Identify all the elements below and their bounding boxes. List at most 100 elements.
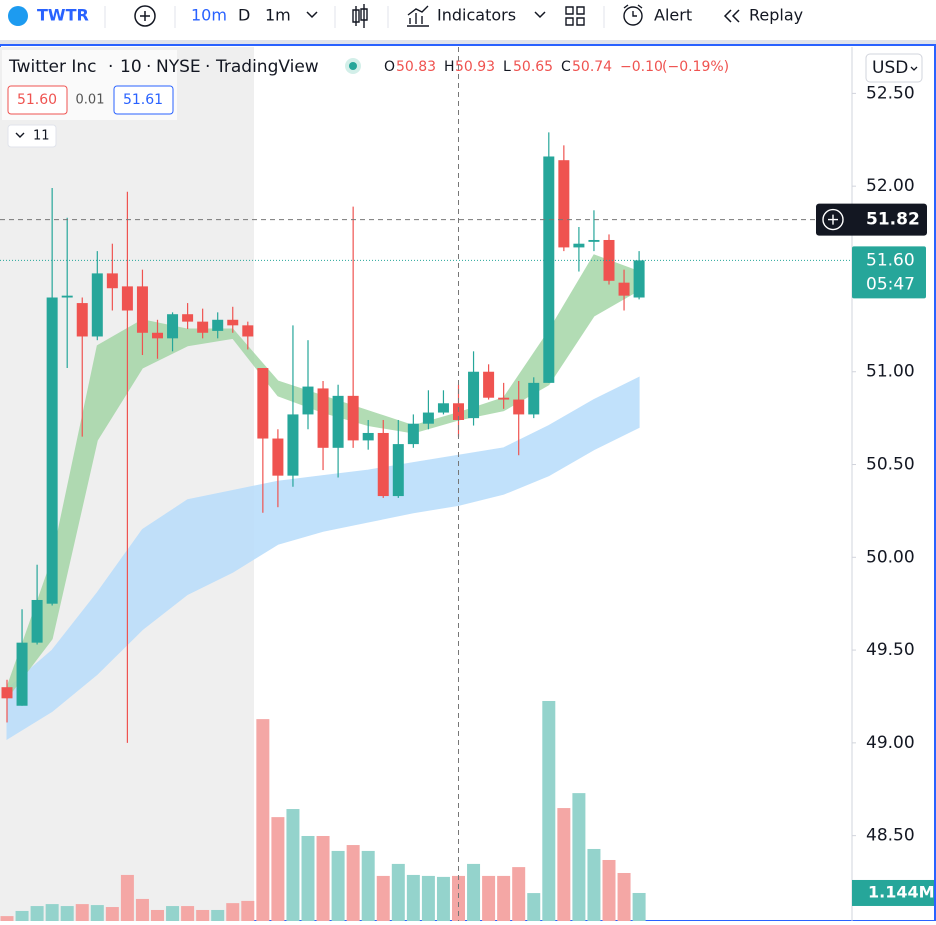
candle-body <box>558 160 570 248</box>
add-alert-button[interactable] <box>822 208 844 231</box>
separator: · <box>205 57 210 77</box>
chart-type-button[interactable] <box>352 4 368 28</box>
timeframe[interactable]: D <box>238 6 250 25</box>
candle-body <box>46 297 58 604</box>
sell-box[interactable] <box>7 85 68 115</box>
candle-body <box>317 388 329 448</box>
legend-interval: 10 <box>120 57 142 77</box>
bar-countdown: 05:47 <box>866 274 915 294</box>
volume-bar <box>151 909 164 921</box>
volume-bar <box>286 809 300 921</box>
toolbar-gap <box>0 40 936 45</box>
candle-body <box>618 282 630 296</box>
separator: · <box>108 57 113 77</box>
volume-bar <box>226 903 240 921</box>
volume-bar <box>602 859 616 921</box>
volume-label: 1.144M <box>868 882 935 901</box>
y-tick-label: 52.00 <box>866 176 915 196</box>
symbol-icon[interactable] <box>8 6 28 26</box>
indicators-button[interactable]: Indicators <box>437 6 516 25</box>
close-value: 50.74 <box>572 59 612 75</box>
volume-bar <box>346 845 360 921</box>
candle-body <box>483 371 495 398</box>
high-value: 50.93 <box>455 59 495 75</box>
compare-button[interactable] <box>134 5 156 27</box>
volume-bar <box>135 898 149 921</box>
candle-body <box>106 273 118 289</box>
candle-body <box>272 438 284 476</box>
last-price-box <box>852 246 926 299</box>
chevron <box>15 132 25 138</box>
y-tick-label: 49.00 <box>866 733 915 753</box>
last-price-label: 51.60 <box>866 250 915 270</box>
ohlc-key: L <box>503 59 511 75</box>
volume-bar <box>512 867 526 921</box>
volume-bar <box>30 906 44 921</box>
candle-body <box>257 368 269 439</box>
layout-button[interactable] <box>565 6 585 26</box>
candle-body <box>16 642 28 706</box>
low-value: 50.65 <box>513 59 553 75</box>
volume-bar <box>301 835 315 921</box>
ask: 51.61 <box>123 92 163 108</box>
candle-body <box>152 332 163 339</box>
alert-button[interactable]: Alert <box>654 6 692 25</box>
toolbar <box>0 0 936 40</box>
buy-box[interactable] <box>113 85 174 115</box>
volume-bar <box>421 875 435 921</box>
candle-body <box>121 286 133 311</box>
interval[interactable]: 10m <box>191 6 227 25</box>
indicators-toggle[interactable] <box>7 124 57 148</box>
separator: · <box>146 57 151 77</box>
volume-bar <box>120 874 134 921</box>
candle-body <box>197 321 209 333</box>
interval-dropdown[interactable] <box>306 11 318 19</box>
volume-bar <box>105 907 119 921</box>
open-value: 50.83 <box>396 59 436 75</box>
change: −0.10 <box>620 59 663 75</box>
volume-bar <box>452 875 465 921</box>
exchange: NYSE <box>156 57 201 77</box>
volume-bar <box>15 910 29 921</box>
plus-icon <box>140 11 150 21</box>
candle-body <box>302 386 314 415</box>
bid: 51.60 <box>17 92 57 108</box>
y-tick-label: 48.50 <box>866 826 915 846</box>
source: TradingView <box>215 57 319 77</box>
currency-button[interactable] <box>865 53 923 83</box>
candle-body <box>287 414 299 476</box>
candle-body <box>513 399 525 415</box>
ohlc-key: C <box>561 59 571 75</box>
spread: 0.01 <box>76 93 105 108</box>
volume-bar <box>436 876 450 921</box>
volume-bar <box>271 817 285 921</box>
volume-bar <box>587 848 601 921</box>
y-tick-label: 52.50 <box>866 83 915 103</box>
volume-bar <box>557 808 571 921</box>
candle-body <box>347 395 359 441</box>
moving-average-band <box>6 376 640 741</box>
volume-bar <box>75 904 89 921</box>
candle-body <box>543 156 555 383</box>
volume-bar <box>361 850 375 921</box>
alert-icon[interactable] <box>623 6 643 26</box>
candle-body <box>31 599 43 643</box>
indicators-icon[interactable] <box>407 5 429 27</box>
candle-body <box>588 239 600 242</box>
y-tick-label: 50.00 <box>866 547 915 567</box>
replay-icon[interactable] <box>723 9 740 23</box>
candle-body <box>212 319 224 331</box>
replay-button[interactable]: Replay <box>749 6 803 25</box>
indicators-dropdown[interactable] <box>534 11 546 19</box>
crosshair-price-box <box>816 203 927 236</box>
candle-body <box>573 243 585 248</box>
volume-bar <box>632 892 646 921</box>
indicators-count: 11 <box>33 129 50 144</box>
candle-body <box>182 314 194 322</box>
volume-bar <box>241 900 255 921</box>
volume-bar <box>256 719 270 921</box>
symbol[interactable]: TWTR <box>37 6 89 25</box>
timeframe[interactable]: 1m <box>265 6 291 25</box>
plus-icon <box>828 214 838 225</box>
